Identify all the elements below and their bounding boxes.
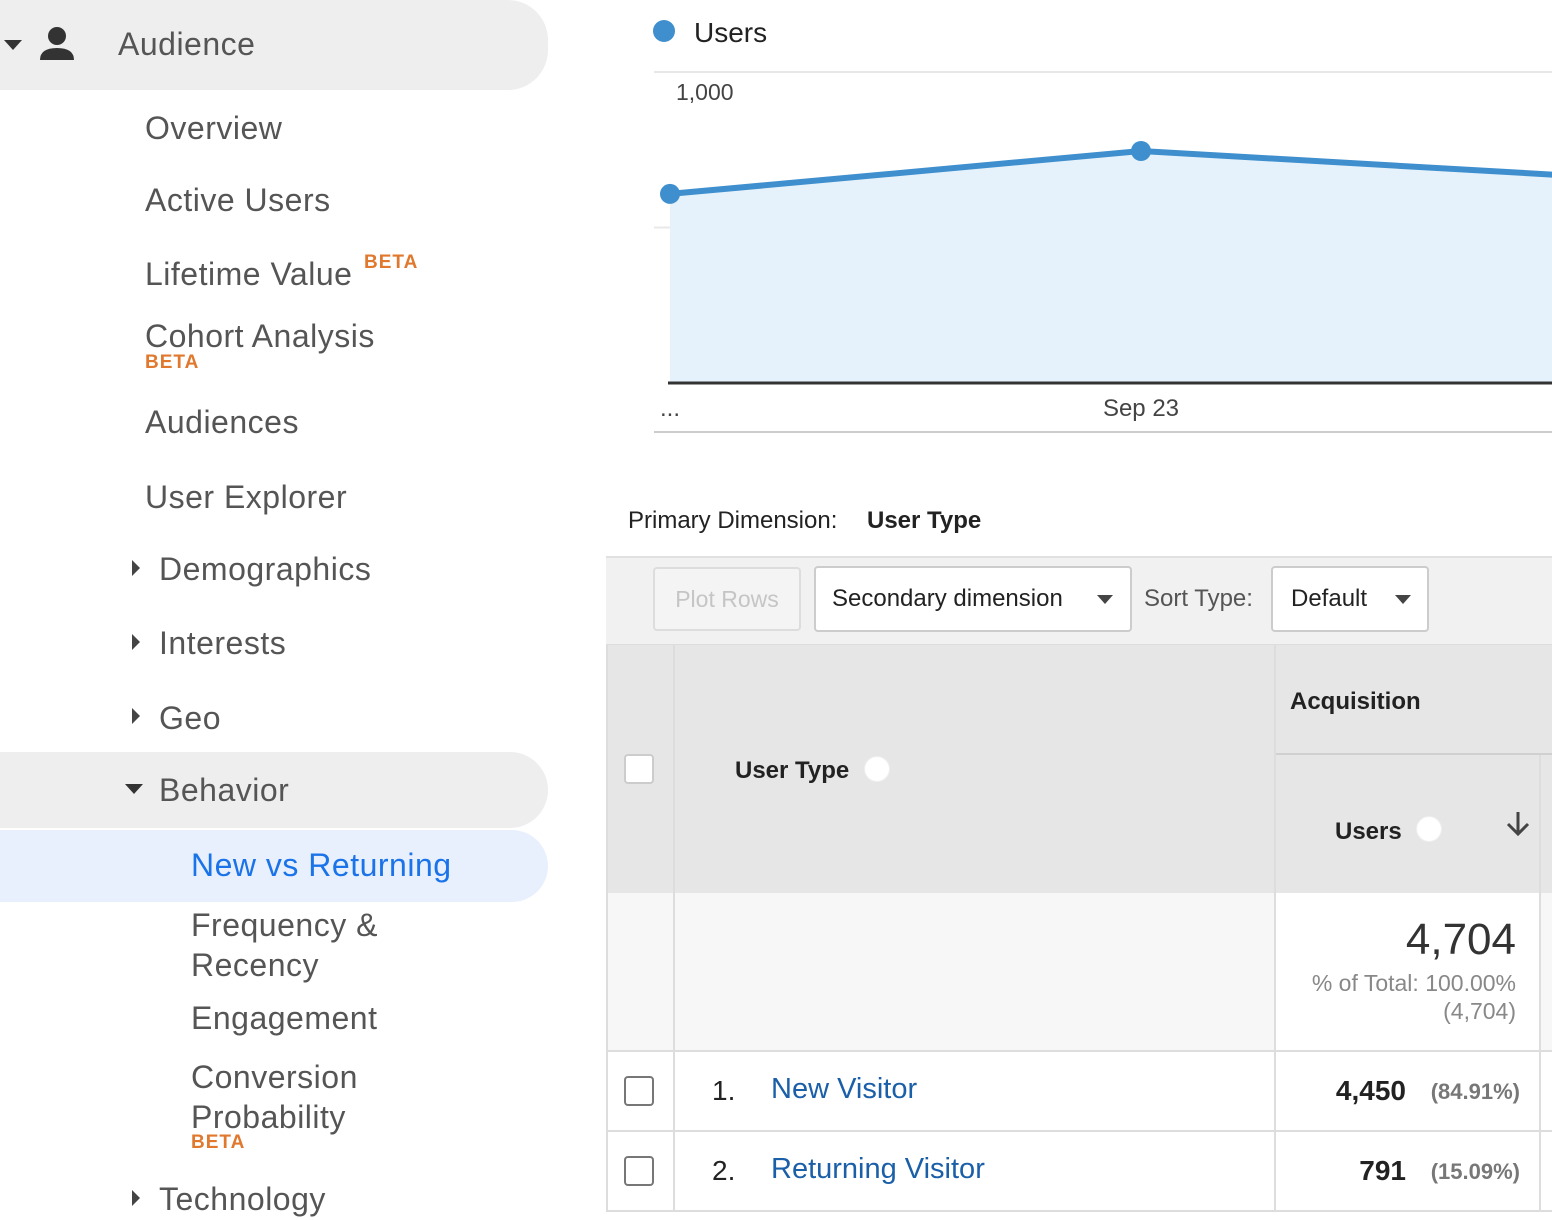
dimension-value[interactable]: User Type bbox=[867, 507, 982, 534]
expand-arrow bbox=[132, 1190, 140, 1206]
header-divider bbox=[1275, 753, 1552, 755]
beta-badge: BETA bbox=[364, 252, 419, 273]
expand-arrow bbox=[132, 708, 140, 724]
nav-item[interactable]: Lifetime Value bbox=[145, 256, 353, 292]
total-of: (4,704) bbox=[1443, 998, 1516, 1024]
nav-item[interactable]: Cohort Analysis bbox=[145, 318, 375, 354]
plot-rows-button[interactable]: Plot Rows bbox=[653, 567, 801, 631]
nav-item[interactable]: Engagement bbox=[191, 1000, 378, 1036]
group-highlight bbox=[0, 752, 548, 828]
row-link[interactable]: Returning Visitor bbox=[771, 1153, 985, 1185]
select-all-checkbox[interactable] bbox=[624, 754, 654, 784]
user-icon bbox=[40, 27, 74, 60]
nav-item[interactable]: Behavior bbox=[159, 772, 290, 808]
col-divider bbox=[673, 645, 675, 1212]
dropdown-arrow bbox=[1395, 595, 1411, 604]
sort-label: Sort Type: bbox=[1144, 585, 1253, 612]
expand-arrow bbox=[132, 634, 140, 650]
nav-item[interactable]: Overview bbox=[145, 110, 283, 146]
area bbox=[670, 150, 1552, 383]
nav-item[interactable]: Frequency & Recency bbox=[191, 907, 378, 983]
row-percent: (15.09%) bbox=[1430, 1159, 1520, 1184]
column-header[interactable]: Users bbox=[1335, 818, 1402, 845]
help-icon[interactable] bbox=[1416, 816, 1442, 842]
y-tick-label: 1,000 bbox=[676, 79, 734, 105]
row-divider bbox=[606, 1130, 1552, 1132]
nav-item-active[interactable]: New vs Returning bbox=[191, 847, 452, 883]
row-rank: 2. bbox=[712, 1155, 736, 1186]
collapse-arrow bbox=[125, 784, 143, 794]
nav-item[interactable]: Audiences bbox=[145, 404, 299, 440]
help-icon[interactable] bbox=[864, 756, 890, 782]
group-header: Acquisition bbox=[1290, 688, 1421, 715]
sort-arrow[interactable] bbox=[1505, 810, 1531, 838]
dimension-label: Primary Dimension: bbox=[628, 507, 838, 534]
beta-badge: BETA bbox=[145, 352, 200, 373]
total-percent: % of Total: 100.00% bbox=[1311, 970, 1516, 996]
sort-value: Default bbox=[1291, 585, 1368, 612]
table-header bbox=[606, 645, 1552, 893]
active-highlight bbox=[0, 830, 548, 902]
col-divider bbox=[1274, 645, 1276, 1212]
legend-label: Users bbox=[694, 17, 767, 48]
col-divider bbox=[606, 645, 608, 1212]
nav-item[interactable]: Technology bbox=[159, 1181, 326, 1217]
nav-item[interactable]: Conversion Probability bbox=[191, 1059, 358, 1135]
point bbox=[660, 183, 680, 204]
nav-item[interactable]: Active Users bbox=[145, 182, 331, 218]
nav-item[interactable]: Demographics bbox=[159, 551, 372, 587]
row-divider bbox=[606, 1210, 1552, 1212]
row-checkbox[interactable] bbox=[624, 1076, 654, 1106]
secondary-dropdown[interactable] bbox=[814, 566, 1132, 632]
nav-item[interactable]: Geo bbox=[159, 700, 221, 736]
total-value: 4,704 bbox=[1405, 915, 1516, 964]
nav-section[interactable]: Audience bbox=[118, 26, 256, 62]
nav-item[interactable]: User Explorer bbox=[145, 479, 348, 515]
row-checkbox[interactable] bbox=[624, 1156, 654, 1186]
chart: Users5001,000...Sep 23 bbox=[653, 17, 1552, 433]
column-header[interactable]: User Type bbox=[735, 757, 850, 784]
row-value: 791 bbox=[1359, 1155, 1406, 1186]
x-tick-label: Sep 23 bbox=[1103, 395, 1179, 422]
x-tick-label: ... bbox=[660, 395, 680, 422]
section-highlight bbox=[0, 0, 548, 90]
col-divider bbox=[1539, 755, 1541, 1212]
legend-marker bbox=[653, 20, 675, 42]
row-divider bbox=[606, 1050, 1552, 1052]
point bbox=[1131, 140, 1151, 161]
secondary-label: Secondary dimension bbox=[832, 585, 1063, 612]
row-value: 4,450 bbox=[1335, 1075, 1406, 1106]
nav-item[interactable]: Interests bbox=[159, 625, 287, 661]
row-link[interactable]: New Visitor bbox=[771, 1073, 918, 1105]
row-percent: (84.91%) bbox=[1430, 1079, 1520, 1104]
total-cell bbox=[1275, 893, 1540, 1050]
expand-arrow bbox=[132, 560, 140, 576]
beta-badge: BETA bbox=[191, 1132, 246, 1153]
row-rank: 1. bbox=[712, 1075, 736, 1106]
dropdown-arrow bbox=[1097, 595, 1113, 604]
collapse-arrow bbox=[4, 40, 22, 50]
